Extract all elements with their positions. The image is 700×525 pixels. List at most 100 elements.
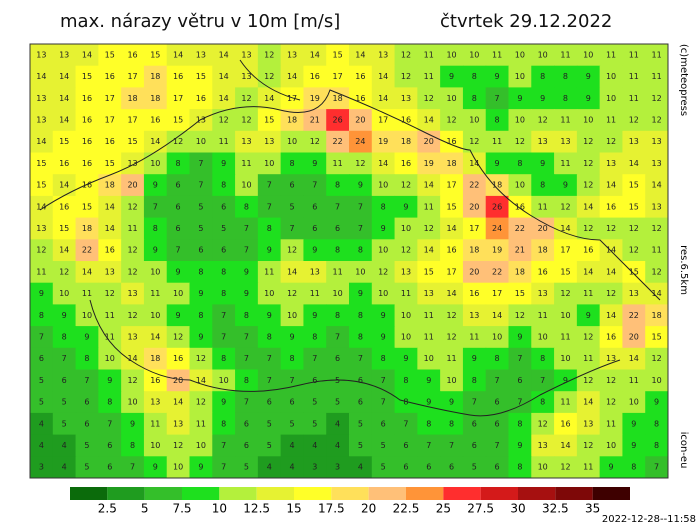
wind-value: 8	[540, 72, 545, 81]
wind-value: 16	[82, 159, 92, 168]
wind-cell	[98, 412, 122, 436]
wind-cell	[30, 239, 54, 262]
wind-cell	[394, 174, 418, 197]
wind-value: 7	[403, 419, 408, 428]
wind-value: 10	[333, 289, 343, 298]
wind-value: 8	[267, 224, 272, 233]
wind-value: 12	[264, 72, 274, 81]
wind-value: 9	[221, 159, 226, 168]
wind-cell	[417, 369, 441, 392]
border-line	[39, 59, 661, 417]
wind-cell	[554, 65, 578, 88]
wind-cell	[417, 87, 441, 110]
wind-value: 12	[469, 137, 479, 146]
wind-cell	[485, 152, 509, 175]
wind-value: 6	[495, 419, 500, 428]
wind-value: 12	[401, 50, 411, 59]
wind-cell	[349, 434, 373, 457]
colorbar-swatch	[144, 487, 182, 500]
wind-value: 14	[355, 50, 365, 59]
date: čtvrtek 29.12.2022	[440, 11, 612, 32]
wind-cell	[485, 412, 509, 436]
wind-cell	[599, 87, 623, 110]
wind-cell	[52, 152, 77, 175]
wind-value: 7	[221, 332, 226, 341]
wind-value: 15	[82, 72, 92, 81]
wind-cell	[98, 261, 122, 284]
wind-value: 5	[39, 376, 44, 385]
wind-value: 13	[264, 137, 274, 146]
wind-cell	[485, 130, 509, 153]
wind-cell	[371, 412, 396, 436]
wind-cell	[166, 152, 190, 175]
wind-value: 14	[378, 94, 388, 103]
wind-value: 11	[469, 332, 479, 341]
wind-cell	[52, 239, 77, 262]
wind-cell	[98, 152, 122, 175]
wind-value: 14	[469, 159, 479, 168]
wind-cell	[166, 304, 190, 327]
wind-value: 12	[401, 246, 411, 255]
wind-cell	[30, 369, 54, 392]
wind-value: 20	[469, 202, 479, 211]
wind-value: 4	[267, 463, 272, 472]
wind-cell	[531, 239, 555, 262]
wind-cell	[303, 44, 327, 67]
wind-value: 7	[495, 441, 500, 450]
wind-cell	[440, 195, 464, 219]
wind-cell	[349, 391, 373, 414]
wind-value: 11	[446, 354, 456, 363]
wind-value: 8	[62, 332, 67, 341]
wind-cell	[531, 282, 555, 305]
wind-value: 5	[381, 441, 386, 450]
wind-cell	[485, 195, 509, 219]
wind-cell	[143, 282, 168, 305]
wind-value: 13	[401, 94, 411, 103]
wind-value: 10	[59, 289, 69, 298]
wind-value: 9	[426, 398, 431, 407]
wind-cell	[121, 130, 145, 153]
wind-value: 6	[176, 181, 181, 190]
wind-value: 7	[289, 376, 294, 385]
wind-value: 11	[629, 376, 639, 385]
wind-cell	[52, 261, 77, 284]
wind-cell	[531, 304, 555, 327]
wind-value: 8	[107, 398, 112, 407]
wind-cell	[52, 130, 77, 153]
wind-value: 10	[173, 463, 183, 472]
wind-value: 9	[198, 332, 203, 341]
colorbar-label: 27.5	[467, 502, 494, 516]
wind-value: 10	[355, 267, 365, 276]
wind-cell	[303, 109, 327, 132]
wind-cell	[75, 261, 99, 284]
wind-value: 14	[606, 246, 616, 255]
wind-value: 4	[39, 441, 44, 450]
wind-value: 13	[36, 50, 46, 59]
wind-cell	[440, 456, 464, 479]
wind-cell	[98, 195, 122, 219]
wind-cell	[349, 174, 373, 197]
wind-cell	[30, 282, 54, 305]
wind-value: 14	[36, 72, 46, 81]
wind-value: 9	[586, 72, 591, 81]
colorbar-label: 30	[510, 502, 525, 516]
wind-value: 10	[241, 181, 251, 190]
wind-value: 8	[631, 463, 636, 472]
wind-cell	[235, 195, 259, 219]
wind-value: 15	[264, 115, 274, 124]
wind-value: 15	[629, 267, 639, 276]
wind-value: 16	[355, 72, 365, 81]
wind-cell	[440, 44, 464, 67]
wind-cell	[30, 109, 54, 132]
wind-cell	[280, 174, 304, 197]
wind-value: 8	[563, 94, 568, 103]
wind-cell	[166, 391, 190, 414]
wind-value: 13	[538, 441, 548, 450]
wind-cell	[303, 195, 327, 219]
wind-value: 7	[221, 311, 226, 320]
wind-cell	[189, 412, 213, 436]
wind-cell	[303, 434, 327, 457]
wind-value: 12	[241, 94, 251, 103]
wind-value: 20	[355, 115, 365, 124]
wind-cell	[599, 456, 623, 479]
